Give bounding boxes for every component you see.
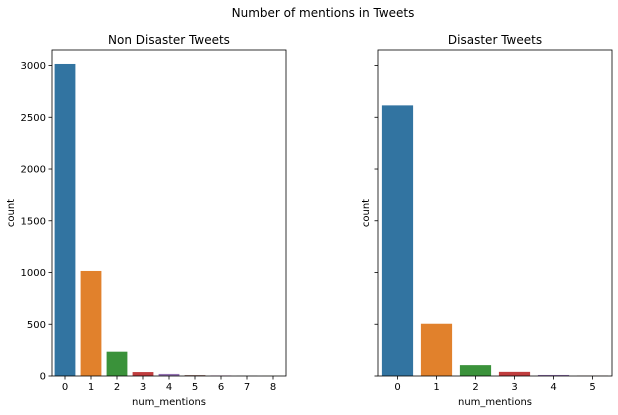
non-disaster-bar-1 [80,270,102,376]
non-disaster-bar-0 [54,63,76,376]
non-disaster-xtick-label-3: 3 [140,382,146,393]
disaster-panel-title: Disaster Tweets [448,33,542,47]
non-disaster-ytick-label-2000: 2000 [21,165,46,176]
non-disaster-bar-4 [158,373,180,376]
non-disaster-xtick-label-8: 8 [270,382,276,393]
disaster-xtick-label-0: 0 [394,382,400,393]
non-disaster-xtick-label-6: 6 [218,382,224,393]
non-disaster-xtick-label-5: 5 [192,382,198,393]
non-disaster-xtick-label-2: 2 [114,382,120,393]
non-disaster-ytick-label-0: 0 [40,372,46,383]
non-disaster-ytick-label-2500: 2500 [21,113,46,124]
disaster-xtick-label-3: 3 [511,382,517,393]
disaster-bar-4 [537,374,570,376]
figure-suptitle: Number of mentions in Tweets [232,6,415,20]
non-disaster-xtick-label-0: 0 [62,382,68,393]
non-disaster-bar-2 [106,351,128,376]
disaster-bar-1 [420,323,453,376]
disaster-xtick-label-4: 4 [550,382,556,393]
non-disaster-xtick-label-4: 4 [166,382,172,393]
disaster-bar-0 [381,105,414,377]
disaster-axes-frame [377,49,613,377]
non-disaster-ytick-label-1500: 1500 [21,216,46,227]
disaster-bar-3 [498,371,531,376]
non-disaster-ytick-label-500: 500 [27,320,46,331]
non-disaster-xtick-label-7: 7 [244,382,250,393]
non-disaster-xlabel: num_mentions [132,397,206,408]
non-disaster-ytick-label-1000: 1000 [21,268,46,279]
non-disaster-bar-3 [132,372,154,376]
non-disaster-panel-title: Non Disaster Tweets [108,33,230,47]
disaster-xlabel: num_mentions [458,397,532,408]
non-disaster-ytick-label-3000: 3000 [21,61,46,72]
disaster-xtick-label-5: 5 [589,382,595,393]
disaster-ylabel: count [361,199,372,227]
non-disaster-panel: Non Disaster Tweets 0 500 1000 1500 2000 2500 3… [6,33,287,408]
disaster-xtick-label-1: 1 [433,382,439,393]
non-disaster-ylabel: count [6,199,17,227]
disaster-xtick-label-2: 2 [472,382,478,393]
non-disaster-xtick-label-1: 1 [88,382,94,393]
non-disaster-bar-5 [184,375,206,376]
disaster-bar-2 [459,365,492,376]
disaster-panel: Disaster Tweets 0 1 2 3 4 5 num_mentions count [361,33,613,408]
